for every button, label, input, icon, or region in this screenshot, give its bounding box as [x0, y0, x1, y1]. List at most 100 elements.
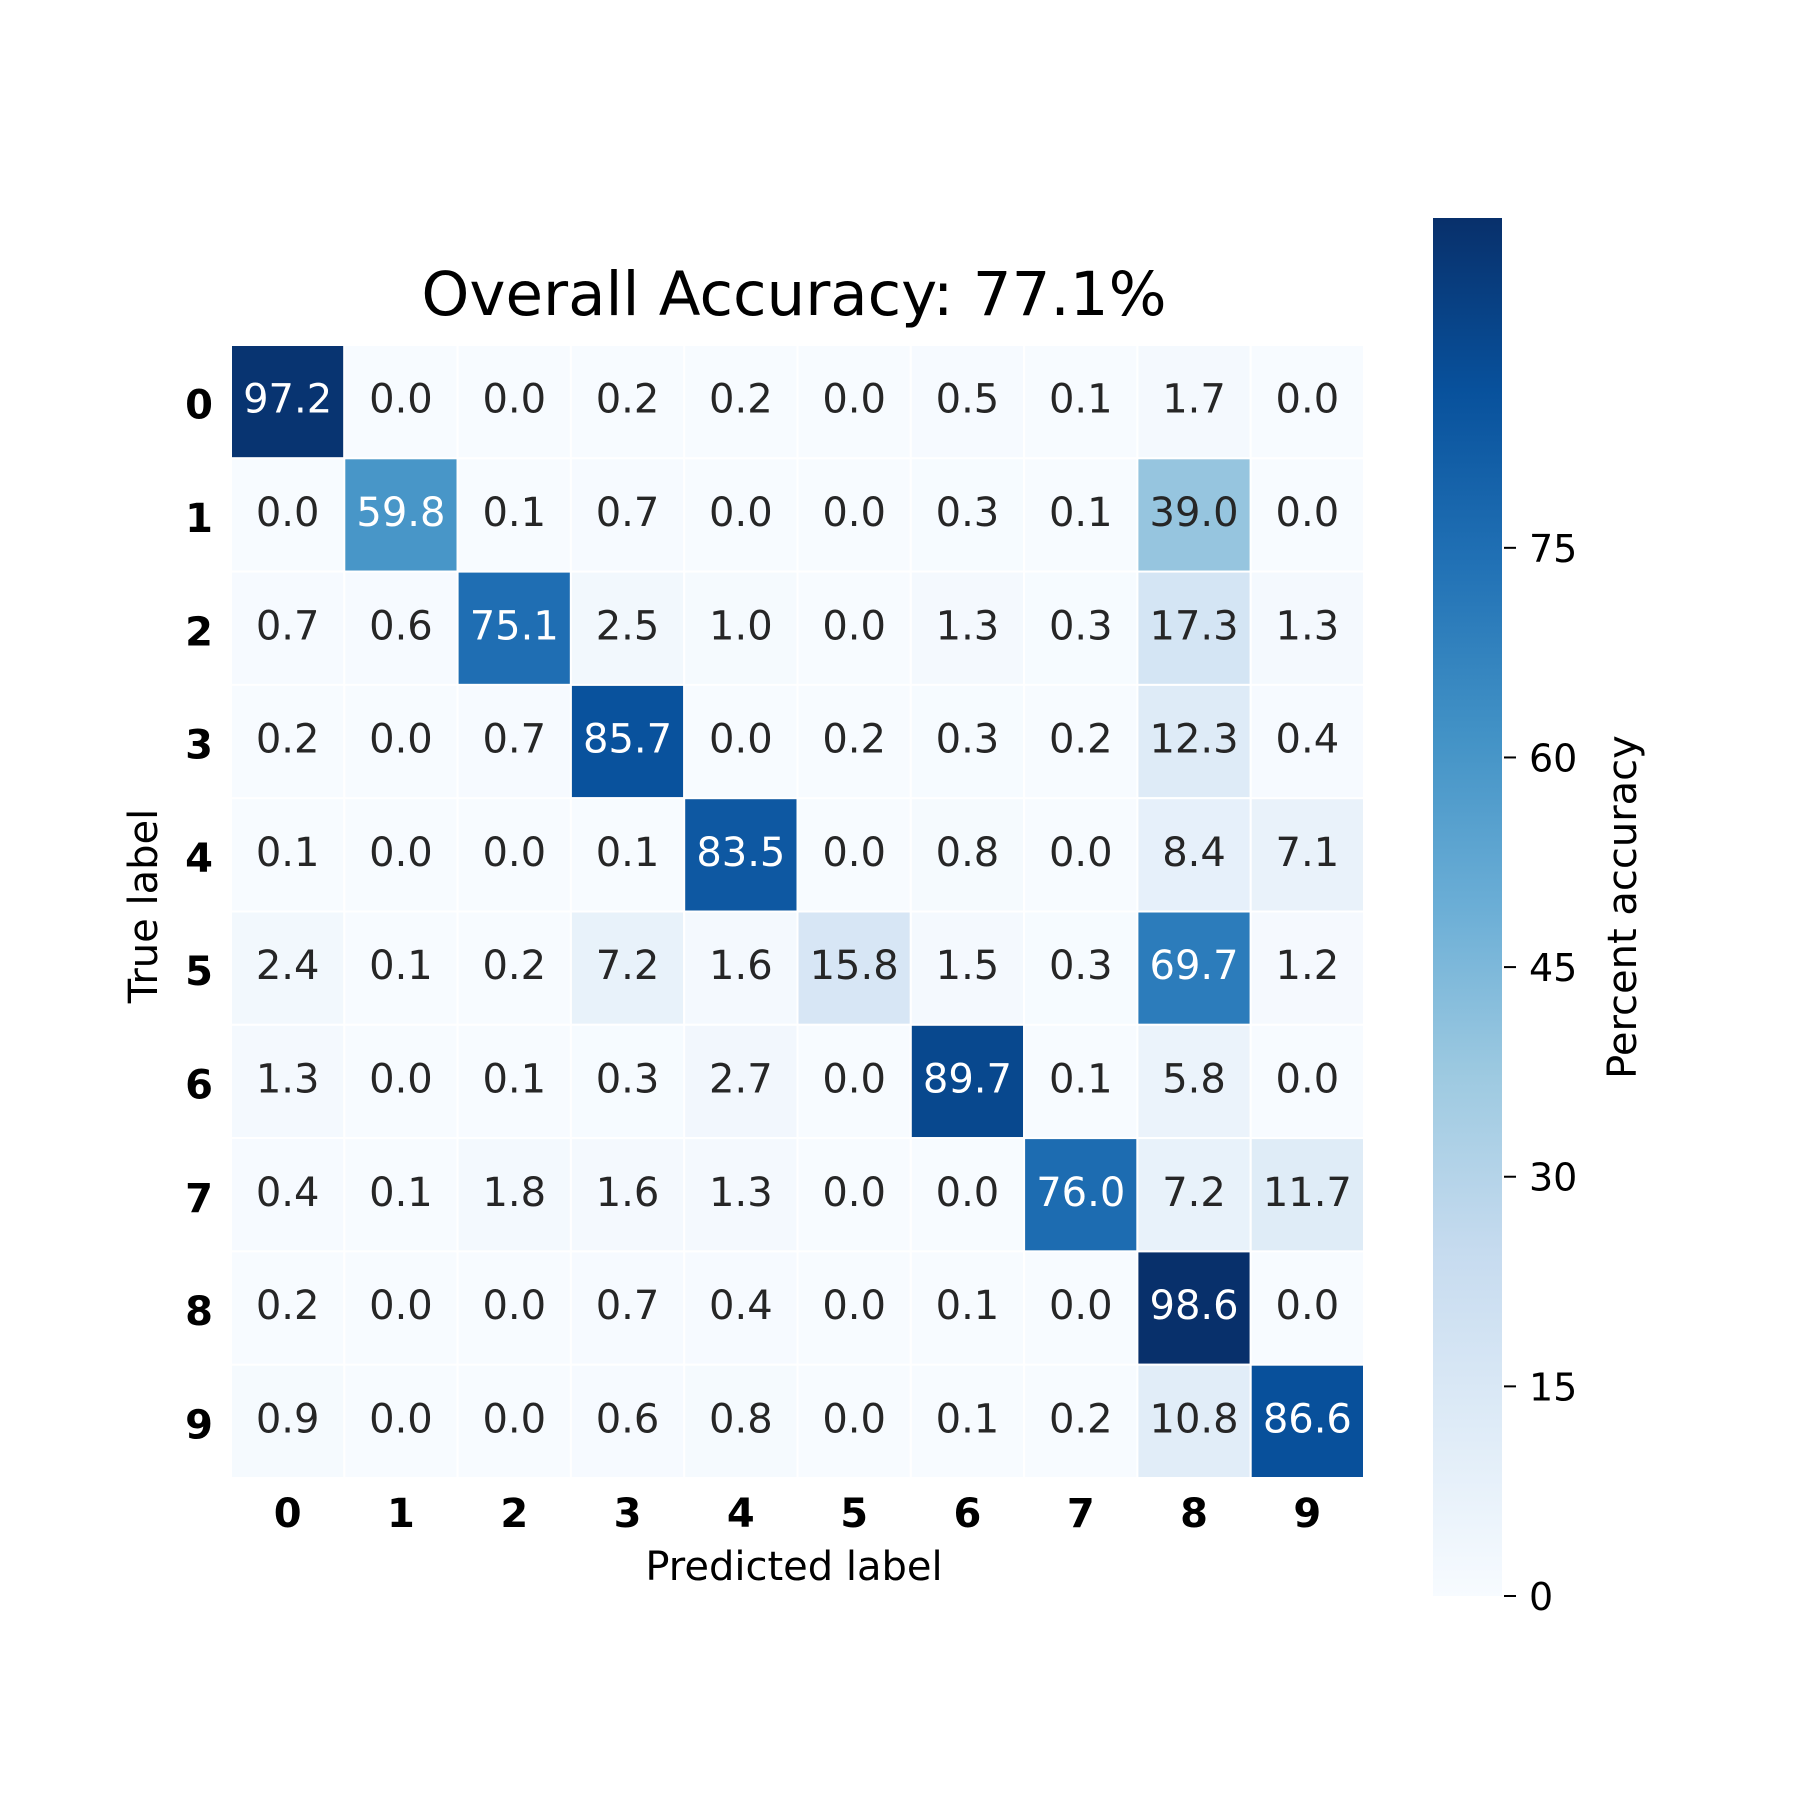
x-tick-label: 7 [1067, 1491, 1095, 1537]
cell-value-label: 0.8 [709, 1396, 773, 1442]
cell-value-label: 0.0 [822, 1396, 886, 1442]
cell-value-label: 0.1 [1049, 377, 1113, 423]
heatmap-cell [456, 1363, 572, 1479]
cell-value-label: 0.0 [369, 1283, 433, 1329]
heatmap-cell [683, 797, 799, 913]
heatmap-cell [796, 570, 912, 686]
cell-value-label: 0.7 [482, 717, 546, 763]
cell-value-label: 0.2 [822, 717, 886, 763]
cell-value-label: 83.5 [696, 830, 785, 876]
cell-value-label: 0.3 [596, 1056, 660, 1102]
heatmap-cell [569, 1363, 686, 1479]
cell-value-label: 0.0 [482, 1396, 546, 1442]
cell-value-label: 7.2 [596, 943, 660, 989]
cell-value-label: 0.0 [1276, 490, 1340, 536]
heatmap-cell [569, 457, 686, 573]
cell-value-label: 0.0 [369, 830, 433, 876]
cell-value-label: 0.3 [1049, 603, 1113, 649]
chart-title: Overall Accuracy: 77.1% [421, 259, 1166, 330]
cell-value-label: 0.0 [482, 830, 546, 876]
heatmap-cell [1136, 1250, 1252, 1366]
cell-value-label: 17.3 [1150, 603, 1239, 649]
cell-value-label: 0.2 [1049, 1396, 1113, 1442]
cell-value-label: 10.8 [1150, 1396, 1239, 1442]
cell-value-label: 0.0 [1276, 1283, 1340, 1329]
heatmap-cell [343, 570, 459, 686]
cell-value-label: 0.4 [1276, 717, 1340, 763]
cell-value-label: 0.1 [482, 490, 546, 536]
cell-value-label: 0.2 [1049, 717, 1113, 763]
cell-value-label: 1.3 [709, 1170, 773, 1216]
colorbar-tick-label: 45 [1529, 946, 1577, 990]
cell-value-label: 7.1 [1276, 830, 1340, 876]
cell-value-label: 0.0 [369, 1396, 433, 1442]
x-tick-label: 3 [614, 1491, 642, 1537]
heatmap-cell [1249, 1023, 1365, 1140]
x-tick-label: 2 [500, 1491, 528, 1537]
heatmap-cell [456, 1137, 572, 1253]
heatmap-cell [230, 683, 346, 800]
heatmap-cell [1249, 1250, 1365, 1366]
cell-value-label: 0.3 [1049, 943, 1113, 989]
colorbar [1433, 218, 1502, 1596]
cell-value-label: 89.7 [923, 1056, 1012, 1102]
cell-value-label: 1.5 [936, 943, 1000, 989]
heatmap-cell [230, 570, 346, 686]
x-axis-ticks: 0 1 2 3 4 5 6 7 8 9 [274, 1491, 1322, 1537]
heatmap-cell [343, 1363, 459, 1479]
heatmap-cell [1136, 570, 1252, 686]
heatmap-cell [569, 570, 686, 686]
heatmap-cell [456, 457, 572, 573]
heatmap-cell [1023, 1363, 1139, 1479]
x-tick-label: 6 [954, 1491, 982, 1537]
heatmap-cell [796, 1363, 912, 1479]
cell-value-label: 0.0 [1049, 1283, 1113, 1329]
colorbar-ticks: 0 15 30 45 60 75 [1504, 527, 1577, 1619]
cell-value-label: 0.0 [369, 717, 433, 763]
colorbar-tick-label: 15 [1529, 1365, 1577, 1409]
cell-value-label: 0.4 [256, 1170, 320, 1216]
heatmap-cell [1136, 344, 1252, 460]
cell-value-label: 1.0 [709, 603, 773, 649]
cell-value-label: 0.4 [709, 1283, 773, 1329]
cell-value-label: 0.1 [936, 1396, 1000, 1442]
cell-value-label: 8.4 [1162, 830, 1226, 876]
colorbar-tick-label: 60 [1529, 736, 1577, 780]
heatmap-cell [1249, 797, 1365, 913]
heatmap-cell [1023, 457, 1139, 573]
cell-value-label: 0.7 [596, 490, 660, 536]
heatmap-cells: 97.2 0.0 0.0 0.2 0.2 0.0 0.5 0.1 1.7 0.0 0.0 59.8 0.… [230, 344, 1365, 1479]
y-tick-label: 5 [185, 949, 213, 995]
cell-value-label: 59.8 [356, 490, 445, 536]
heatmap-cell [456, 344, 572, 460]
heatmap-cell [796, 1137, 912, 1253]
heatmap-cell [456, 797, 572, 913]
heatmap-cell [1249, 457, 1365, 573]
cell-value-label: 0.0 [822, 490, 886, 536]
heatmap-cell [1136, 797, 1252, 913]
heatmap-cell [796, 797, 912, 913]
cell-value-label: 0.1 [482, 1056, 546, 1102]
x-tick-label: 1 [387, 1491, 415, 1537]
heatmap-cell [1249, 910, 1365, 1026]
heatmap-cell [796, 1250, 912, 1366]
cell-value-label: 0.7 [256, 603, 320, 649]
heatmap-cell [1136, 1137, 1252, 1253]
heatmap-cell [1249, 570, 1365, 686]
y-tick-label: 3 [185, 723, 213, 769]
heatmap-cell [230, 797, 346, 913]
heatmap-cell [1023, 1137, 1139, 1253]
cell-value-label: 0.0 [1276, 377, 1340, 423]
heatmap-cell [683, 570, 799, 686]
heatmap-cell [1136, 1363, 1252, 1479]
y-tick-label: 8 [185, 1289, 213, 1335]
cell-value-label: 1.8 [482, 1170, 546, 1216]
x-axis-title: Predicted label [645, 1544, 942, 1590]
y-axis-ticks: 0 1 2 3 4 5 6 7 8 9 [185, 383, 213, 1449]
cell-value-label: 0.9 [256, 1396, 320, 1442]
cell-value-label: 0.2 [256, 1283, 320, 1329]
cell-value-label: 0.0 [1276, 1056, 1340, 1102]
cell-value-label: 0.7 [596, 1283, 660, 1329]
colorbar-label: Percent accuracy [1600, 735, 1646, 1079]
cell-value-label: 0.0 [482, 377, 546, 423]
